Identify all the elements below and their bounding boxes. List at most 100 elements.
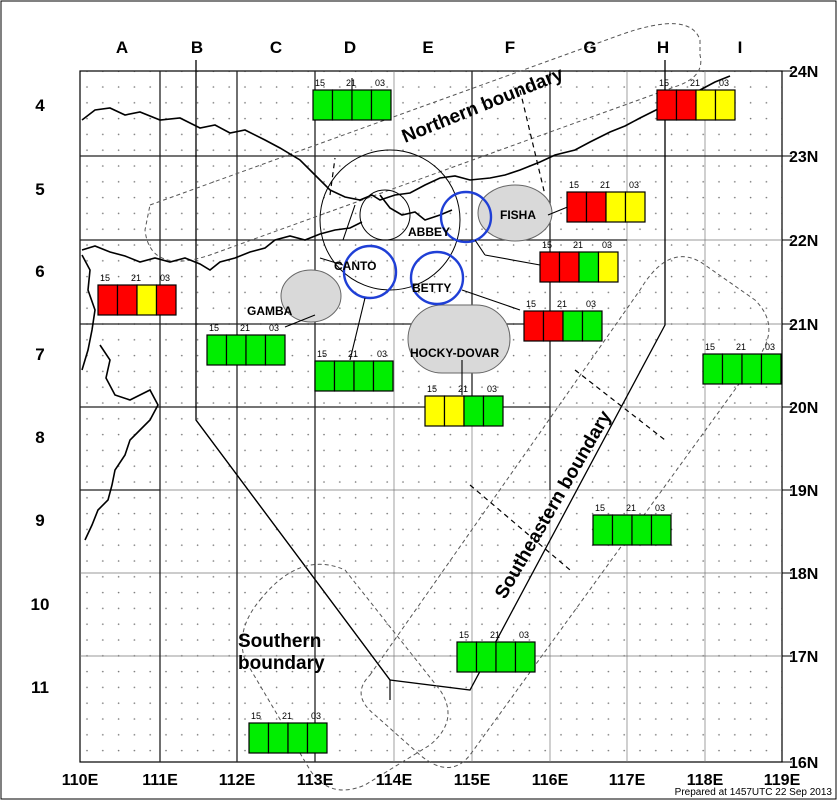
forecast-box: 15 21 03 <box>539 240 619 283</box>
lon-label: 118E <box>687 772 724 789</box>
time-label: 21 <box>490 630 500 640</box>
forecast-cell <box>97 284 119 316</box>
forecast-cell <box>287 722 309 754</box>
time-label: 15 <box>542 240 552 250</box>
time-label: 15 <box>209 323 219 333</box>
col-label: G <box>583 38 596 57</box>
forecast-cell <box>558 251 580 283</box>
lat-label: 20N <box>789 400 818 417</box>
time-label: 03 <box>487 384 497 394</box>
forecast-cell <box>264 334 286 366</box>
time-label: 03 <box>519 630 529 640</box>
forecast-cell <box>539 251 561 283</box>
forecast-box: 15 21 03 <box>248 711 328 754</box>
area-label-abbey: ABBEY <box>408 225 450 239</box>
time-label: 03 <box>160 273 170 283</box>
time-label: 03 <box>586 299 596 309</box>
lon-label: 110E <box>62 772 99 789</box>
forecast-cell <box>136 284 158 316</box>
forecast-cell <box>592 514 614 546</box>
row-label: 4 <box>35 96 45 115</box>
leader-lines <box>284 78 571 395</box>
lon-label: 111E <box>142 772 178 789</box>
forecast-cell <box>631 514 653 546</box>
time-label: 21 <box>690 78 700 88</box>
shaded-areas <box>280 184 553 374</box>
forecast-cell <box>514 641 536 673</box>
row-label: 11 <box>31 678 49 697</box>
time-label: 21 <box>348 349 358 359</box>
longitude-labels: 110E 111E 112E 113E 114E 115E 116E 117E … <box>62 772 801 789</box>
forecast-cell <box>245 334 267 366</box>
area-label-fisha: FISHA <box>500 208 536 222</box>
forecast-cell <box>155 284 177 316</box>
forecast-cell <box>306 722 328 754</box>
forecast-cell <box>605 191 627 223</box>
col-label: I <box>738 38 743 57</box>
latitude-labels: 24N 23N 22N 21N 20N 19N 18N 17N 16N <box>789 64 818 772</box>
time-label: 15 <box>315 78 325 88</box>
time-label: 03 <box>765 342 775 352</box>
forecast-cell <box>475 641 497 673</box>
col-label: E <box>422 38 433 57</box>
row-label: 5 <box>35 180 44 199</box>
lon-label: 113E <box>297 772 334 789</box>
time-label: 03 <box>629 180 639 190</box>
time-label: 21 <box>282 711 292 721</box>
forecast-cell <box>611 514 633 546</box>
forecast-box: 15 21 03 <box>314 349 394 392</box>
col-label: H <box>657 38 669 57</box>
time-label: 21 <box>600 180 610 190</box>
forecast-cell <box>760 353 782 385</box>
row-labels: 4 5 6 7 8 9 10 11 <box>31 96 50 697</box>
time-label: 03 <box>375 78 385 88</box>
row-label: 6 <box>35 262 44 281</box>
forecast-cell <box>695 89 717 121</box>
time-label: 15 <box>705 342 715 352</box>
time-label: 15 <box>569 180 579 190</box>
col-label: D <box>344 38 356 57</box>
time-label: 03 <box>655 503 665 513</box>
southern-boundary-label-1: Southern <box>238 631 321 652</box>
forecast-box: 15 21 03 <box>206 323 286 366</box>
time-label: 15 <box>317 349 327 359</box>
time-label: 15 <box>595 503 605 513</box>
forecast-cell <box>463 395 485 427</box>
lon-label: 117E <box>609 772 646 789</box>
forecast-cell <box>702 353 724 385</box>
forecast-cell <box>566 191 588 223</box>
col-label: A <box>116 38 128 57</box>
time-label: 21 <box>573 240 583 250</box>
time-label: 15 <box>659 78 669 88</box>
forecast-box: 15 21 03 <box>312 78 392 121</box>
southern-boundary-box <box>241 563 449 791</box>
time-label: 03 <box>311 711 321 721</box>
prepared-footer: Prepared at 1457UTC 22 Sep 2013 <box>675 787 833 798</box>
col-label: F <box>505 38 515 57</box>
forecast-cell <box>225 334 247 366</box>
forecast-cell <box>495 641 517 673</box>
forecast-cell <box>624 191 646 223</box>
forecast-box: 15 21 03 <box>566 180 646 223</box>
lat-label: 18N <box>789 566 818 583</box>
forecast-cell <box>267 722 289 754</box>
southern-boundary-label-2: boundary <box>238 653 325 674</box>
forecast-cell <box>721 353 743 385</box>
forecast-cell <box>312 89 334 121</box>
time-label: 03 <box>269 323 279 333</box>
lat-label: 17N <box>789 649 818 666</box>
column-labels: A B C D E F G H I <box>116 38 743 57</box>
area-label-betty: BETTY <box>412 281 451 295</box>
forecast-cell <box>542 310 564 342</box>
row-label: 8 <box>35 428 44 447</box>
time-label: 21 <box>557 299 567 309</box>
time-label: 15 <box>459 630 469 640</box>
forecast-box: 15 21 03 <box>592 503 672 546</box>
time-label: 21 <box>131 273 141 283</box>
time-label: 21 <box>240 323 250 333</box>
forecast-cell <box>424 395 446 427</box>
forecast-cell <box>581 310 603 342</box>
row-label: 7 <box>35 345 44 364</box>
